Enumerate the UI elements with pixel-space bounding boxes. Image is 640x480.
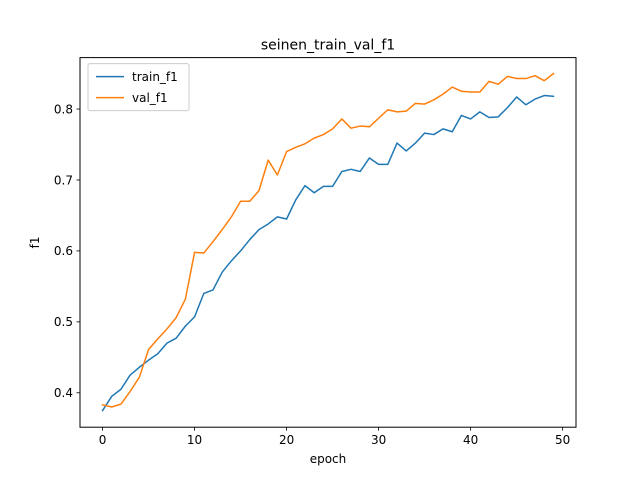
- series-line-train_f1: [101, 94, 555, 412]
- y-tick-label: 0.7: [54, 173, 73, 187]
- series-line-val_f1: [101, 72, 555, 408]
- x-tick-label: 40: [463, 433, 478, 447]
- y-tick-label: 0.4: [54, 386, 73, 400]
- chart-title: seinen_train_val_f1: [261, 38, 395, 54]
- x-axis: 0 10 20 30 40 50: [99, 427, 570, 447]
- y-axis: 0.4 0.5 0.6 0.7 0.8: [54, 102, 80, 400]
- x-axis-label: epoch: [310, 452, 347, 466]
- axes-frame: [79, 57, 577, 428]
- y-tick-label: 0.8: [54, 102, 73, 116]
- x-tick-label: 50: [555, 433, 570, 447]
- legend: train_f1 val_f1: [87, 63, 190, 112]
- y-tick-label: 0.5: [54, 315, 73, 329]
- x-tick-label: 20: [279, 433, 294, 447]
- y-axis-label: f1: [28, 236, 42, 248]
- legend-box: [87, 63, 190, 112]
- x-tick-label: 30: [371, 433, 386, 447]
- plot-area: [101, 72, 555, 412]
- legend-label-val_f1: val_f1: [132, 91, 168, 105]
- legend-label-train_f1: train_f1: [132, 70, 178, 84]
- x-tick-label: 10: [187, 433, 202, 447]
- y-tick-label: 0.6: [54, 244, 73, 258]
- x-tick-label: 0: [99, 433, 107, 447]
